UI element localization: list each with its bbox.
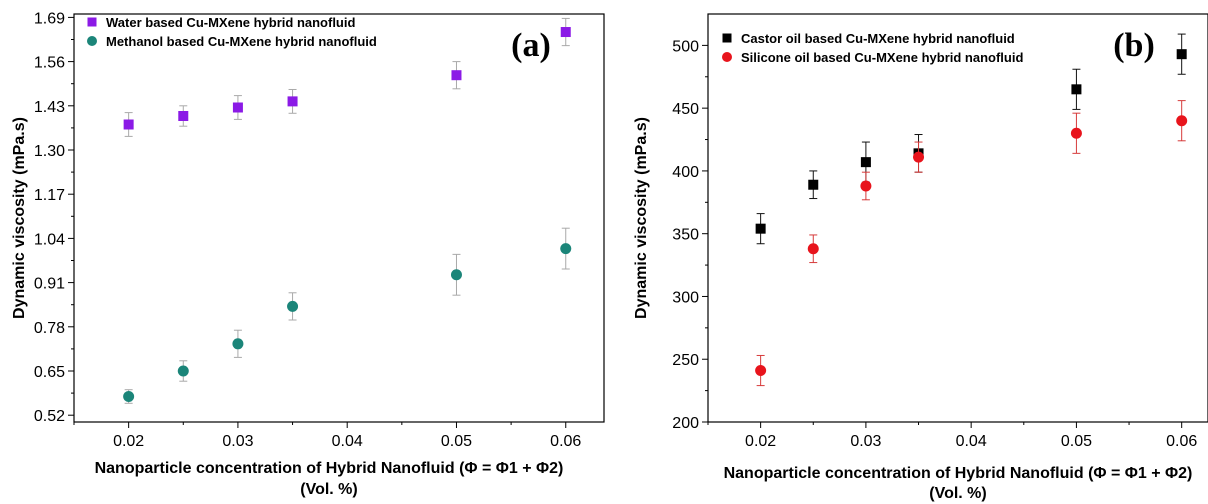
- y-tick-label: 1.56: [34, 55, 65, 72]
- panel-a: 0.02 0.03 0.04 0.05 0.06 0.52 0.65 0.78 0.91 1.04…: [11, 10, 605, 498]
- x-tick-label: 0.05: [441, 433, 472, 450]
- y-tick-label: 500: [672, 38, 699, 55]
- x-axis-title-units: (Vol. %): [929, 485, 986, 502]
- series-2: [755, 100, 1188, 387]
- y-tick-label: 450: [672, 101, 699, 118]
- legend-label: Water based Cu-MXene hybrid nanofluid: [106, 15, 355, 30]
- data-point: [123, 391, 135, 402]
- y-axis-title: Dynamic viscosity (mPa.s): [633, 117, 650, 319]
- legend-marker: [87, 17, 97, 27]
- data-point: [287, 96, 298, 107]
- data-point: [560, 27, 571, 38]
- y-tick-label: 400: [672, 164, 699, 181]
- series-1: [123, 17, 571, 137]
- y-axis-title: Dynamic viscosity (mPa.s): [11, 117, 28, 319]
- y-tick-label: 0.65: [34, 364, 65, 381]
- x-tick-label: 0.04: [956, 433, 987, 450]
- y-tick-label: 1.69: [34, 10, 65, 27]
- y-tick-label: 0.91: [34, 276, 65, 293]
- x-tick-label: 0.03: [850, 433, 881, 450]
- data-point: [178, 111, 189, 121]
- data-point: [755, 223, 766, 234]
- data-point: [451, 70, 462, 81]
- series-1: [755, 33, 1187, 245]
- data-point: [177, 365, 189, 377]
- x-axis-title-units: (Vol. %): [300, 481, 357, 498]
- y-tick-label: 1.17: [34, 187, 65, 204]
- panel-b: 0.02 0.03 0.04 0.05 0.06 200 250 300 350 400 450 50…: [633, 13, 1208, 502]
- legend-label: Castor oil based Cu-MXene hybrid nanoflu…: [741, 31, 1015, 46]
- data-point: [450, 269, 462, 281]
- panel-label: (b): [1113, 27, 1155, 64]
- panel-label: (a): [511, 27, 551, 64]
- y-tick-label: 300: [672, 289, 699, 306]
- data-point: [755, 365, 767, 377]
- data-point: [808, 179, 819, 190]
- data-point: [1176, 49, 1187, 60]
- data-point: [232, 338, 244, 350]
- plot-frame: [707, 13, 1208, 423]
- data-point: [1176, 115, 1188, 127]
- data-point: [860, 180, 872, 192]
- legend-marker: [722, 52, 732, 62]
- y-tick-label: 200: [672, 415, 699, 432]
- data-point: [123, 119, 134, 130]
- data-point: [860, 157, 871, 168]
- data-point: [807, 243, 819, 255]
- data-point: [287, 300, 299, 312]
- x-tick-label: 0.06: [550, 433, 581, 450]
- x-axis-title: Nanoparticle concentration of Hybrid Nan…: [724, 465, 1193, 482]
- data-point: [560, 243, 572, 255]
- x-tick-label: 0.06: [1166, 433, 1197, 450]
- data-point: [1071, 84, 1082, 95]
- y-tick-label: 1.43: [34, 99, 65, 116]
- x-tick-label: 0.04: [332, 433, 363, 450]
- legend-marker: [87, 36, 97, 46]
- x-tick-label: 0.02: [745, 433, 776, 450]
- y-tick-label: 350: [672, 227, 699, 244]
- y-tick-label: 1.30: [34, 143, 65, 160]
- legend-label: Silicone oil based Cu-MXene hybrid nanof…: [741, 50, 1023, 65]
- x-tick-label: 0.05: [1061, 433, 1092, 450]
- plot-frame: [73, 13, 605, 423]
- data-point: [232, 102, 243, 113]
- data-point: [913, 151, 925, 163]
- y-tick-label: 0.78: [34, 320, 65, 337]
- y-tick-label: 250: [672, 352, 699, 369]
- x-axis-title: Nanoparticle concentration of Hybrid Nan…: [95, 460, 564, 477]
- y-tick-label: 0.52: [34, 408, 65, 425]
- x-tick-label: 0.02: [113, 433, 144, 450]
- legend-label: Methanol based Cu-MXene hybrid nanofluid: [106, 34, 377, 49]
- series-2: [123, 227, 572, 404]
- data-point: [1070, 127, 1082, 139]
- y-tick-label: 1.04: [34, 231, 65, 248]
- x-tick-label: 0.03: [222, 433, 253, 450]
- legend-marker: [722, 33, 732, 43]
